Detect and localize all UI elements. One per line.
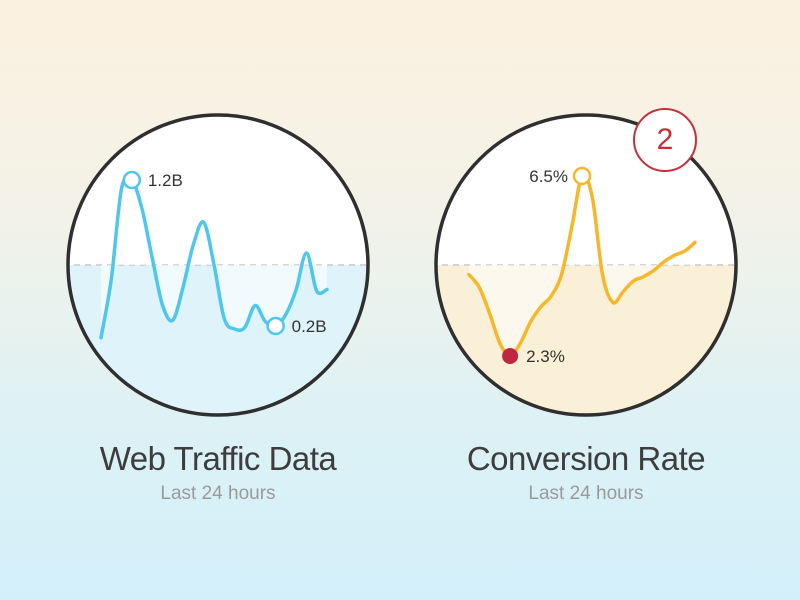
conversion-point-marker[interactable] bbox=[572, 166, 592, 186]
web-traffic-subtitle: Last 24 hours bbox=[160, 483, 276, 504]
conversion-point-marker[interactable] bbox=[502, 348, 519, 364]
conversion-data-label: 2.3% bbox=[526, 347, 565, 366]
traffic-area bbox=[101, 176, 327, 338]
traffic-data-label: 0.2B bbox=[292, 317, 327, 336]
traffic-point-marker[interactable] bbox=[266, 316, 285, 336]
conversion-area bbox=[469, 174, 695, 356]
traffic-line bbox=[99, 175, 329, 340]
chart-lower-band bbox=[436, 265, 736, 415]
conversion-data-label: 6.5% bbox=[529, 167, 568, 186]
dial-ring bbox=[434, 113, 738, 417]
web-traffic-dial: 1.2B 0.2B bbox=[66, 113, 370, 417]
web-traffic-card: 1.2B 0.2B Web Traffic Data Last 24 hours bbox=[63, 110, 373, 520]
conversion-dial: 6.5% 2.3% bbox=[434, 113, 738, 417]
web-traffic-title: Web Traffic Data bbox=[99, 440, 337, 477]
conversion-card: 6.5% 2.3% Conversion Rate Last 24 hours bbox=[431, 110, 741, 520]
dial-ring bbox=[66, 113, 370, 417]
conversion-title: Conversion Rate bbox=[466, 440, 706, 477]
traffic-point-marker[interactable] bbox=[122, 170, 142, 190]
notification-badge[interactable]: 2 bbox=[633, 108, 697, 172]
traffic-data-label: 1.2B bbox=[148, 171, 183, 190]
conversion-subtitle: Last 24 hours bbox=[528, 483, 644, 504]
